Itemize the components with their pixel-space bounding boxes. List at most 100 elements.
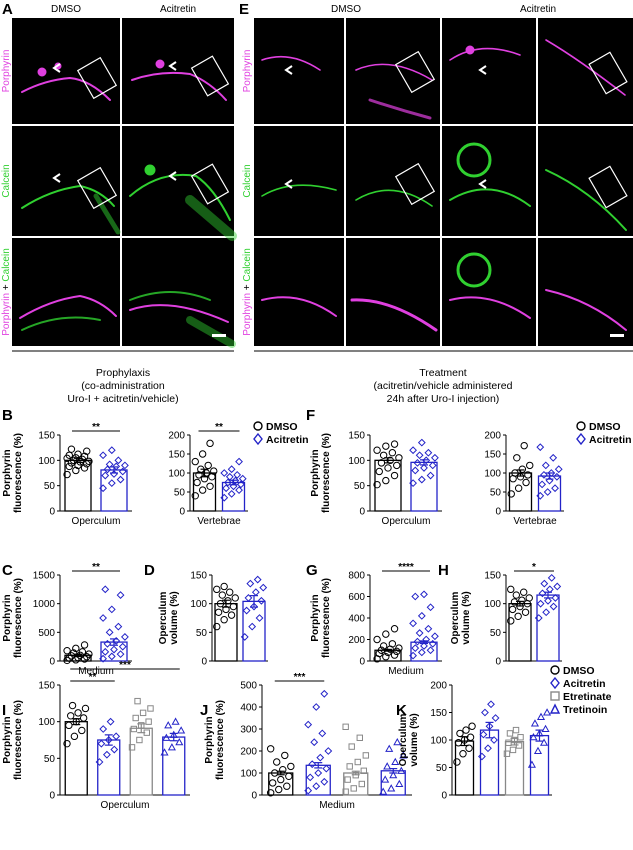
data-point: [314, 769, 323, 777]
data-point: [322, 764, 331, 773]
data-point: [240, 633, 249, 641]
data-point: [99, 451, 107, 460]
data-point: [69, 456, 78, 465]
data-point: [107, 652, 116, 661]
data-point: [511, 469, 519, 477]
data-point: [409, 479, 417, 488]
tile-e-acit1-calcein: [442, 126, 536, 236]
data-point: [218, 591, 227, 599]
data-point: [304, 786, 313, 795]
legend-b-acitretin-marker: [253, 432, 263, 446]
data-point: [413, 458, 422, 467]
data-point: [553, 582, 562, 591]
data-point: [105, 628, 114, 637]
data-point: [132, 714, 139, 722]
legend-k-acitretin-marker: [550, 676, 560, 690]
data-point: [99, 614, 107, 622]
data-point: [227, 489, 236, 498]
data-point: [543, 488, 552, 496]
y-tick-label: 150: [430, 708, 447, 719]
panel-label-e: E: [239, 1, 249, 18]
y-tick-label: 500: [240, 681, 257, 692]
scale-bar-e: [610, 334, 624, 337]
data-point: [216, 599, 225, 608]
y-axis-label: Operculum: [158, 592, 169, 645]
tile-e-acit1-merge: [442, 238, 536, 346]
data-point: [67, 712, 75, 720]
data-point: [231, 594, 239, 602]
data-point: [549, 453, 558, 462]
microscopy-panels: A E DMSO Acitretin DMSO Acitretin Porphy…: [1, 1, 633, 348]
data-point: [244, 594, 253, 602]
legend-f-acitretin-marker: [576, 432, 586, 446]
data-point: [428, 639, 437, 648]
x-axis-label: Medium: [388, 666, 424, 677]
merge-porphyrin: Porphyrin: [1, 293, 12, 336]
tile-e-acit1-porphyrin: [442, 18, 536, 124]
legend-f-dmso: DMSO: [589, 421, 621, 433]
data-point: [354, 758, 361, 766]
data-point: [210, 467, 218, 475]
data-point: [63, 656, 71, 665]
data-point: [426, 646, 435, 655]
y-tick-label: 500: [38, 628, 55, 639]
data-point: [78, 648, 87, 656]
data-point: [106, 717, 115, 726]
y-axis-label: Operculum: [398, 714, 409, 767]
data-point: [468, 722, 476, 730]
data-point: [426, 603, 435, 612]
data-point: [417, 438, 426, 447]
row-label-e-calcein: Calcein: [242, 164, 253, 197]
data-point: [514, 484, 523, 492]
data-point: [134, 697, 141, 705]
data-point: [266, 789, 275, 797]
data-point: [318, 729, 327, 738]
row-label-a-calcein: Calcein: [1, 164, 12, 197]
data-point: [101, 471, 110, 480]
data-point: [507, 490, 515, 498]
col-label-a-acitretin: Acitretin: [160, 4, 196, 15]
data-point: [379, 451, 388, 459]
data-point: [342, 788, 349, 795]
data-point: [266, 745, 275, 753]
data-point: [268, 779, 277, 787]
panel-label-i: I: [2, 702, 6, 719]
chart-c: 0 500 1000 1500 ** Medium Porphyrin fluorescenc…: [2, 562, 132, 677]
panel-label-h: H: [438, 562, 449, 579]
data-point: [395, 454, 403, 462]
y-tick-label: 150: [484, 450, 501, 461]
data-point: [373, 480, 381, 489]
y-axis-label: fluorescence (%): [321, 578, 332, 658]
data-point: [505, 739, 512, 746]
y-tick-label: 1000: [33, 599, 56, 610]
significance-label: ****: [398, 562, 414, 573]
x-axis-label: Medium: [319, 800, 355, 811]
data-point: [198, 450, 207, 458]
y-axis-label: Porphyrin: [204, 716, 215, 763]
y-tick-label: 600: [348, 592, 365, 603]
data-point: [379, 787, 388, 795]
legend-b-dmso-marker: [253, 421, 263, 431]
legend-f-acitretin: Acitretin: [589, 434, 632, 446]
bar-tretinoin: [529, 734, 550, 796]
y-tick-label: 0: [359, 657, 365, 668]
data-point: [417, 611, 426, 620]
data-point: [415, 629, 424, 637]
data-point: [160, 748, 169, 756]
data-point: [395, 779, 404, 788]
data-point: [112, 462, 121, 471]
data-point: [536, 491, 545, 500]
y-tick-label: 150: [484, 571, 501, 582]
caption-prophylaxis-2: (co-administration: [81, 380, 165, 392]
data-point: [70, 732, 79, 741]
data-point: [99, 484, 107, 493]
chart-h: 0 50 100 150 * Operculum volume (%) H: [438, 562, 562, 668]
bar-etretinate: [504, 741, 525, 796]
data-point: [522, 478, 530, 487]
data-point: [527, 760, 536, 768]
data-point: [388, 449, 397, 457]
data-point: [101, 647, 110, 656]
data-point: [116, 475, 125, 484]
